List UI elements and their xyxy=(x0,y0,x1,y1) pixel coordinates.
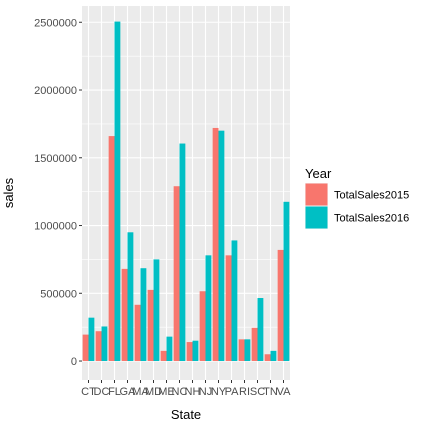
x-tick-label: NC xyxy=(172,386,188,398)
bars xyxy=(82,21,290,362)
y-tick-label: 2000000 xyxy=(34,85,77,97)
bar-TotalSales2016-RI xyxy=(244,339,251,362)
x-tick-label: MA xyxy=(132,386,149,398)
axes: 0 500000 1000000 1500000 2000000 2500000 CTDCF… xyxy=(34,17,291,398)
x-tick-label: MD xyxy=(145,386,162,398)
bar-TotalSales2016-GA xyxy=(127,232,134,362)
bar-TotalSales2016-MD xyxy=(153,259,160,362)
bar-TotalSales2016-NY xyxy=(218,130,225,362)
x-tick-label: PA xyxy=(225,386,240,398)
bar-TotalSales2016-PA xyxy=(231,240,238,362)
bar-TotalSales2016-CT xyxy=(88,317,95,362)
x-tick-label: VA xyxy=(277,386,292,398)
bar-TotalSales2016-ME xyxy=(166,336,173,362)
bar-TotalSales2015-NY xyxy=(212,127,219,362)
bar-TotalSales2015-RI xyxy=(238,339,245,362)
bar-TotalSales2015-NJ xyxy=(199,291,206,362)
x-tick-label: NJ xyxy=(199,386,212,398)
bar-TotalSales2016-VA xyxy=(283,201,290,362)
bar-TotalSales2015-NC xyxy=(173,186,180,362)
x-tick-label: CT xyxy=(81,386,96,398)
bar-TotalSales2015-FL xyxy=(108,136,115,362)
bar-TotalSales2015-PA xyxy=(225,255,232,362)
legend-title: Year xyxy=(305,166,332,181)
x-tick-label: TN xyxy=(263,386,278,398)
bar-TotalSales2015-NH xyxy=(186,342,193,362)
x-tick-label: SC xyxy=(250,386,265,398)
legend-key-TotalSales2016 xyxy=(305,206,328,229)
bar-TotalSales2015-GA xyxy=(121,268,128,362)
x-tick-label: NY xyxy=(211,386,227,398)
y-tick-label: 0 xyxy=(71,356,77,368)
bar-TotalSales2015-SC xyxy=(251,327,258,362)
legend-key-TotalSales2015 xyxy=(305,183,328,206)
bar-TotalSales2015-VA xyxy=(277,249,284,362)
bar-TotalSales2016-DC xyxy=(101,326,108,362)
bar-TotalSales2015-CT xyxy=(82,334,89,362)
bar-TotalSales2016-NC xyxy=(179,143,186,362)
x-axis-title: State xyxy=(171,407,201,422)
bar-TotalSales2016-SC xyxy=(257,298,264,362)
bar-TotalSales2016-MA xyxy=(140,268,147,362)
bar-TotalSales2015-MD xyxy=(147,289,154,362)
x-tick-label: GA xyxy=(120,386,137,398)
y-tick-label: 2500000 xyxy=(34,17,77,29)
bar-TotalSales2016-NJ xyxy=(205,255,212,362)
x-tick-label: RI xyxy=(239,386,250,398)
x-tick-label: NH xyxy=(185,386,201,398)
bar-TotalSales2016-FL xyxy=(114,21,121,362)
x-tick-label: FL xyxy=(108,386,121,398)
bar-TotalSales2015-MA xyxy=(134,304,141,362)
y-tick-label: 500000 xyxy=(40,288,77,300)
bar-TotalSales2016-NH xyxy=(192,340,199,362)
y-axis-title: sales xyxy=(1,177,16,208)
legend: Year TotalSales2015 TotalSales2016 xyxy=(305,166,409,229)
bar-TotalSales2015-DC xyxy=(95,331,102,362)
x-tick-label: ME xyxy=(158,386,175,398)
bar-TotalSales2015-ME xyxy=(160,350,167,362)
x-tick-label: DC xyxy=(94,386,110,398)
bar-TotalSales2015-TN xyxy=(264,354,271,362)
legend-label-TotalSales2015: TotalSales2015 xyxy=(334,190,409,202)
y-tick-label: 1000000 xyxy=(34,221,77,233)
bar-TotalSales2016-TN xyxy=(270,350,277,362)
legend-label-TotalSales2016: TotalSales2016 xyxy=(334,213,409,225)
y-tick-label: 1500000 xyxy=(34,153,77,165)
